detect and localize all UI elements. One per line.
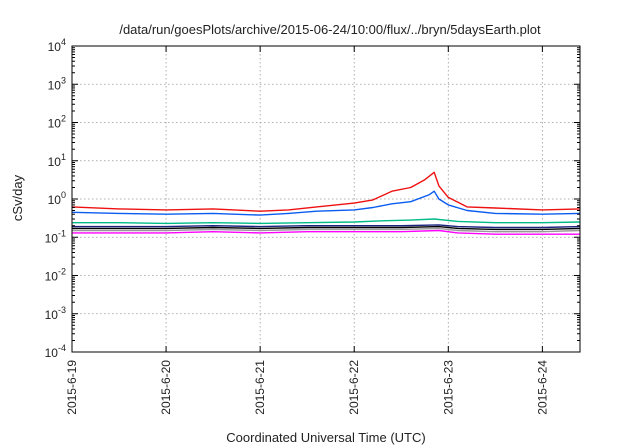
series-layer [71,171,581,235]
y-tick-base: 10 [48,78,62,92]
y-tick-label: 100 [48,190,66,207]
x-tick-label: 2015-6-23 [441,360,455,415]
y-tick-exponent: 3 [61,75,66,85]
y-tick-exponent: -3 [58,305,66,315]
y-tick-label: 101 [48,152,66,169]
y-tick-label: 102 [48,114,66,131]
grid-layer [72,46,580,352]
y-tick-label: 103 [48,75,66,92]
y-tick-exponent: -1 [58,228,66,238]
y-tick-exponent: 1 [61,152,66,162]
series-line-3 [72,225,581,231]
y-tick-exponent: 2 [61,114,66,124]
x-tick-label: 2015-6-21 [253,360,267,415]
x-tick-label: 2015-6-19 [65,360,79,415]
y-tick-exponent: -4 [58,343,66,353]
y-tick-exponent: 0 [61,190,66,200]
x-tick-label: 2015-6-22 [347,360,361,415]
y-tick-base: 10 [45,308,59,322]
x-tick-label: 2015-6-24 [535,360,549,415]
y-tick-base: 10 [48,193,62,207]
series-line-5 [72,218,581,225]
y-tick-label: 104 [48,37,66,54]
series-line-1 [72,229,580,235]
series-line-6 [71,190,581,216]
x-tick-label: 2015-6-20 [159,360,173,415]
y-tick-base: 10 [45,231,59,245]
y-tick-label: 10-1 [45,228,66,245]
series-line-4 [72,224,581,229]
series-line-2 [72,227,581,233]
y-tick-exponent: 4 [61,37,66,47]
y-tick-label: 10-2 [45,267,66,284]
y-axis-label: cSv/day [10,174,25,221]
y-tick-base: 10 [45,270,59,284]
y-tick-base: 10 [48,117,62,131]
y-tick-label: 10-3 [45,305,66,322]
y-tick-base: 10 [48,155,62,169]
y-tick-exponent: -2 [58,267,66,277]
x-axis-label: Coordinated Universal Time (UTC) [226,430,425,445]
series-line-7 [71,171,581,212]
y-tick-base: 10 [45,346,59,360]
tick-layer: 10-410-310-210-11001011021031042015-6-19… [45,37,580,415]
chart-title: /data/run/goesPlots/archive/2015-06-24/1… [119,22,541,37]
y-tick-base: 10 [48,40,62,54]
y-tick-label: 10-4 [45,343,66,360]
